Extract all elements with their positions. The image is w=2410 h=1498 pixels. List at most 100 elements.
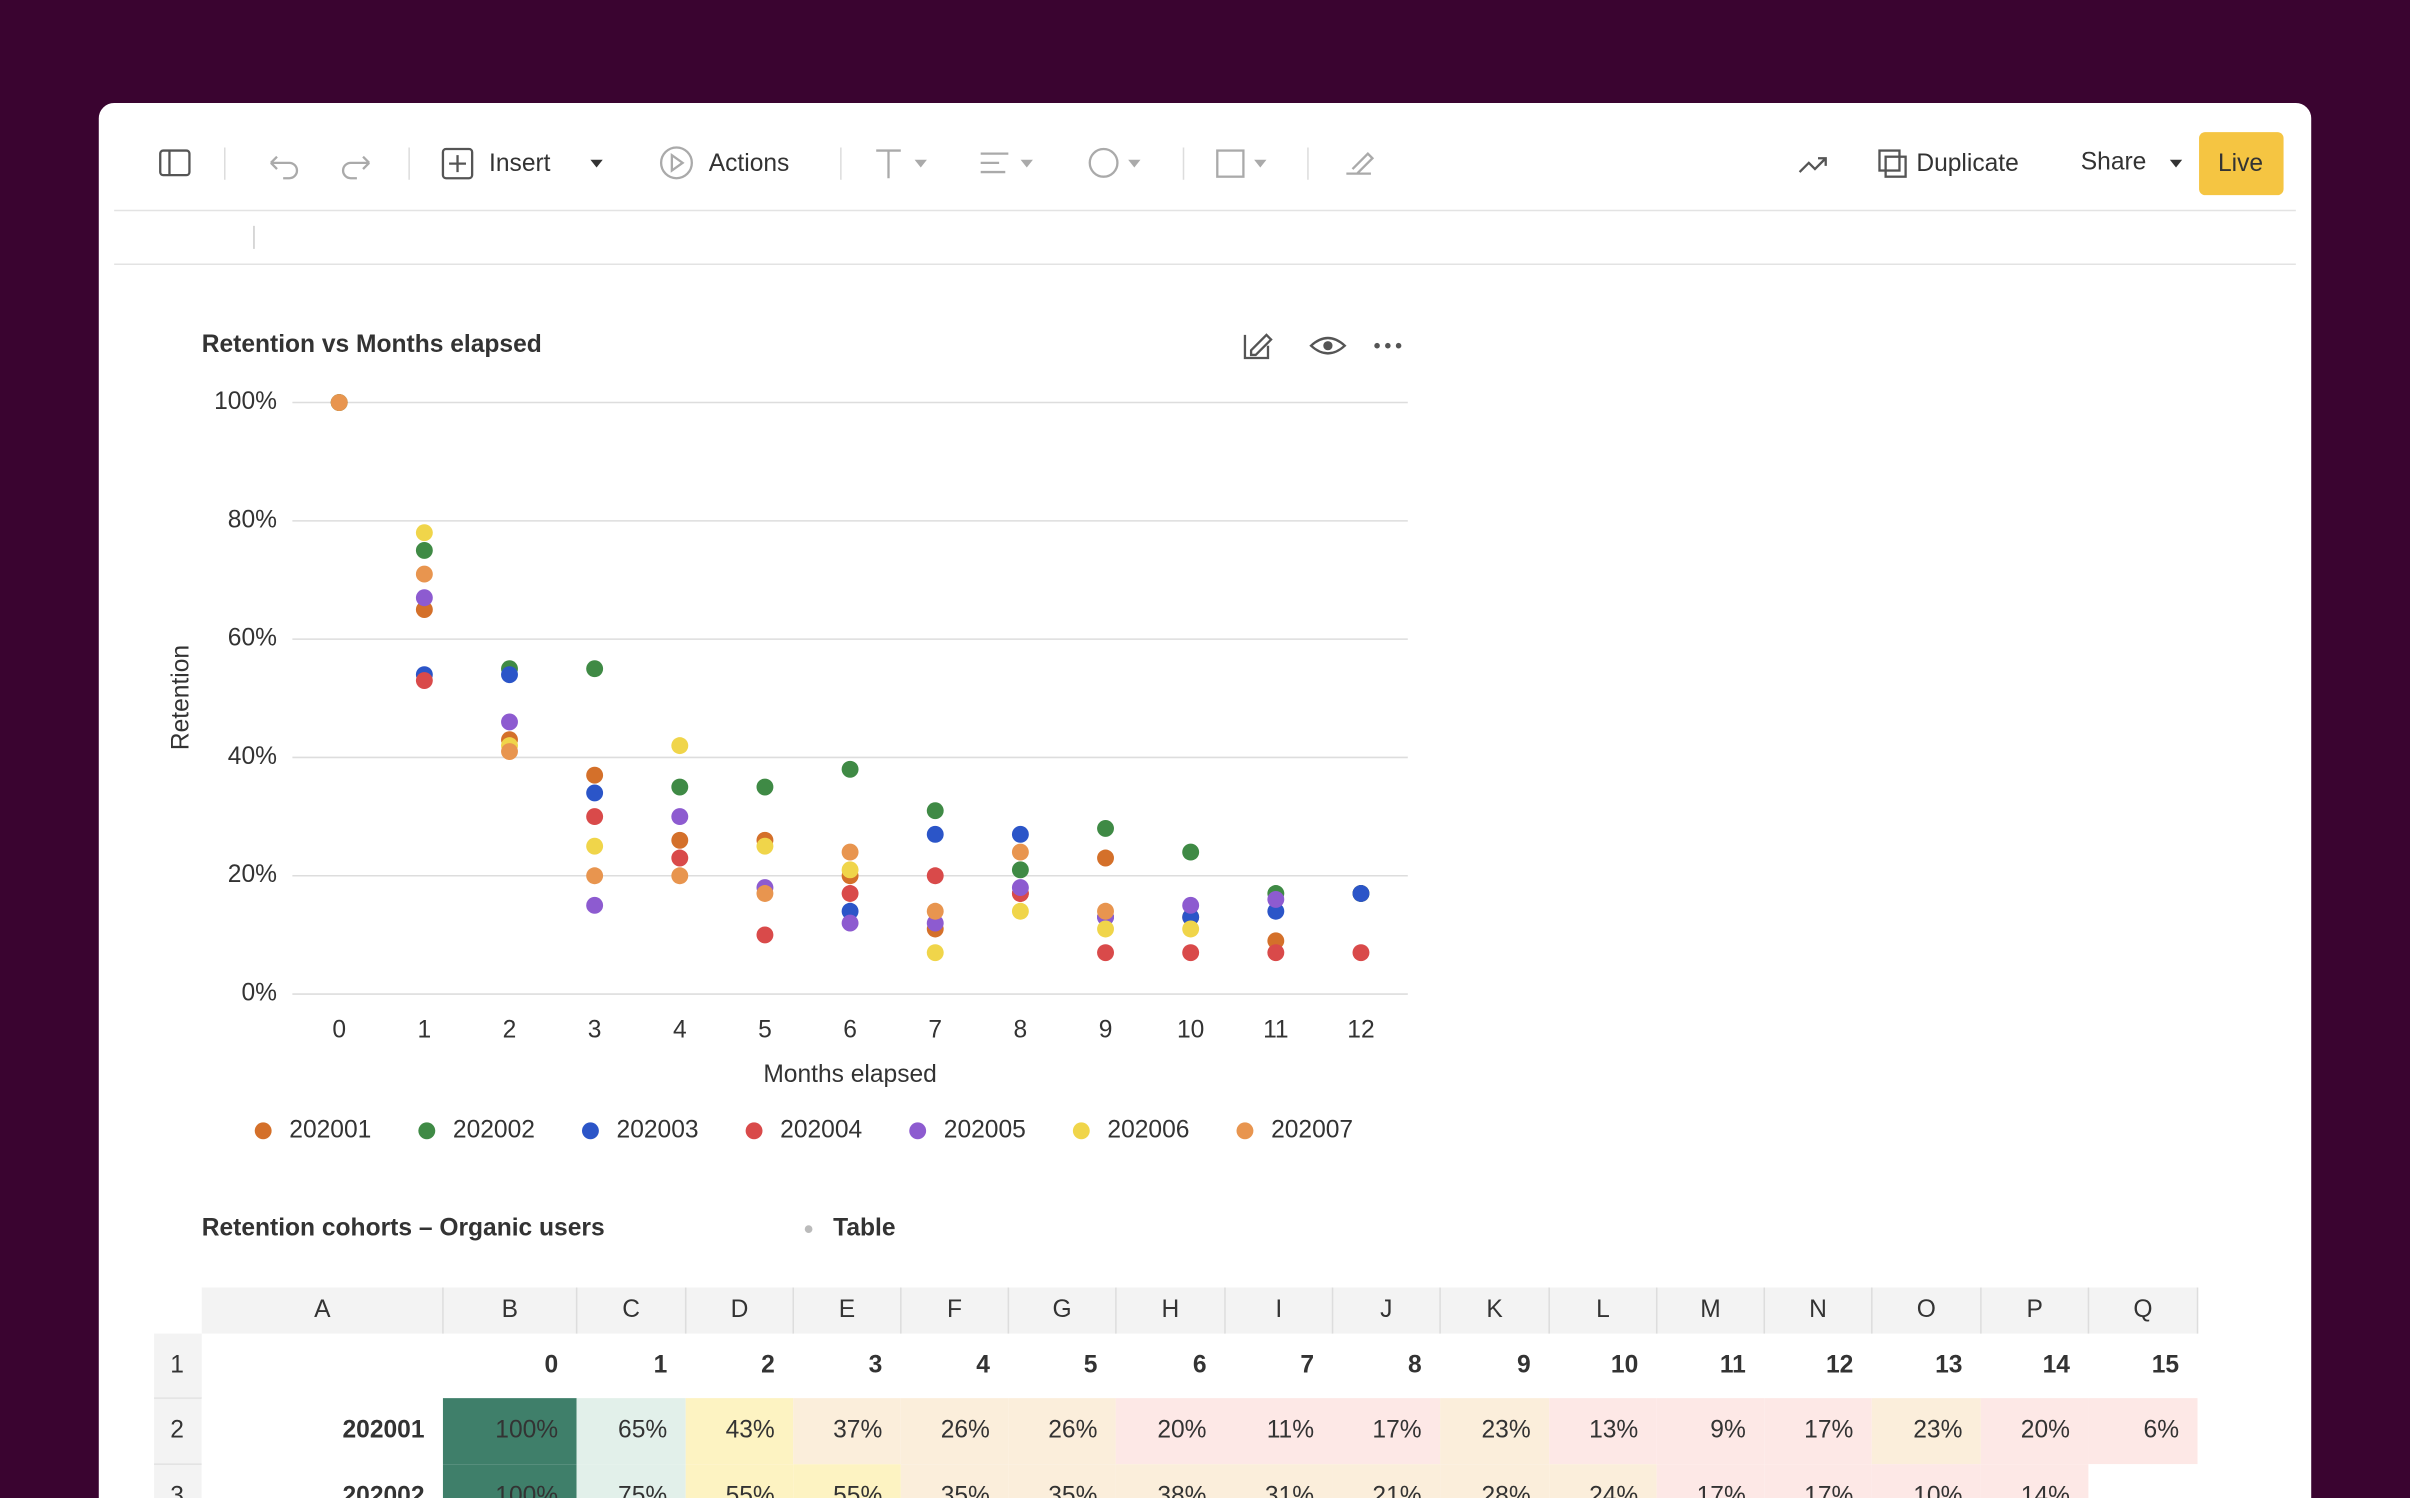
- scatter-point: [501, 666, 518, 684]
- scatter-point: [1267, 890, 1285, 908]
- scatter-point: [1011, 825, 1029, 843]
- scatter-point: [1011, 843, 1029, 861]
- column-header: L: [1596, 1296, 1610, 1323]
- cell: 55%: [726, 1483, 775, 1498]
- x-tick-label: 11: [1263, 1016, 1289, 1043]
- palette-icon[interactable]: [1088, 147, 1119, 178]
- cell: 26%: [941, 1417, 990, 1444]
- cell: 38%: [1157, 1483, 1206, 1498]
- y-tick-label: 20%: [228, 861, 277, 888]
- table: A B C D E F G H I J K L M N O P Q1 0 1 2 3 4 5 6 7 8 9 10 11 12 13 14 15…: [154, 1287, 2199, 1498]
- x-tick-label: 3: [588, 1016, 602, 1043]
- cell-bg: [1332, 1464, 1441, 1498]
- cell: 17%: [1372, 1417, 1421, 1444]
- cell-bg: [1008, 1464, 1116, 1498]
- cell-bg: [1115, 1398, 1225, 1465]
- cell-bg: [442, 1398, 577, 1465]
- table-title: Retention cohorts – Organic users: [202, 1215, 605, 1242]
- actions-button[interactable]: Actions: [709, 150, 790, 177]
- cell: 55%: [833, 1483, 882, 1498]
- cell: 43%: [726, 1417, 775, 1444]
- scatter-point: [586, 867, 604, 885]
- header-cell: 6: [1193, 1351, 1207, 1378]
- cell-bg: [1871, 1398, 1981, 1465]
- header-cell: 7: [1300, 1351, 1314, 1378]
- cell: 14%: [2021, 1483, 2070, 1498]
- scatter-point: [756, 885, 774, 902]
- live-button[interactable]: Live: [2218, 150, 2263, 177]
- column-header: C: [622, 1296, 640, 1323]
- align-icon[interactable]: [980, 152, 1009, 174]
- legend-label: 202007: [1271, 1116, 1353, 1143]
- scatter-point: [1011, 902, 1029, 920]
- scatter-point: [841, 885, 859, 902]
- x-tick-label: 5: [758, 1016, 772, 1043]
- y-tick-label: 80%: [228, 506, 277, 533]
- header-cell: 2: [761, 1351, 775, 1378]
- column-header: E: [839, 1296, 855, 1323]
- column-header: Q: [2133, 1296, 2152, 1323]
- legend-marker: [254, 1122, 272, 1140]
- legend-label: 202004: [780, 1116, 862, 1143]
- column-header: F: [947, 1296, 962, 1323]
- scatter-point: [1097, 902, 1114, 920]
- cell: 100%: [495, 1483, 558, 1498]
- duplicate-button[interactable]: Duplicate: [1916, 150, 2018, 177]
- scatter-point: [501, 743, 518, 760]
- share-button[interactable]: Share: [2081, 148, 2147, 175]
- cell: 23%: [1913, 1417, 1962, 1444]
- sidebar-icon[interactable]: [159, 149, 191, 177]
- cell: 35%: [1048, 1483, 1097, 1498]
- cell: 23%: [1482, 1417, 1531, 1444]
- eraser-icon[interactable]: [1346, 152, 1375, 175]
- view-icon[interactable]: [1309, 336, 1347, 355]
- x-tick-label: 7: [928, 1016, 942, 1043]
- insert-icon[interactable]: [441, 147, 474, 180]
- cell-bg: [576, 1464, 686, 1498]
- layout-icon[interactable]: [1216, 149, 1245, 178]
- scatter-point: [926, 902, 944, 920]
- edit-icon[interactable]: [1243, 333, 1273, 360]
- dropdown-caret: [1020, 159, 1033, 168]
- cell: 28%: [1482, 1483, 1531, 1498]
- scatter-point: [756, 926, 774, 944]
- x-tick-label: 2: [503, 1016, 517, 1043]
- legend-marker: [1236, 1122, 1254, 1140]
- y-tick-label: 0%: [241, 980, 277, 1007]
- scatter-point: [756, 837, 774, 855]
- header-cell: 202001: [342, 1417, 424, 1444]
- row-number: 2: [170, 1417, 184, 1444]
- scatter-point: [1011, 879, 1029, 897]
- undo-icon[interactable]: [270, 155, 299, 180]
- more-icon[interactable]: [1374, 342, 1402, 349]
- live-button-bg[interactable]: [2199, 132, 2284, 196]
- cell-bg: [685, 1398, 794, 1465]
- cell: 65%: [618, 1417, 667, 1444]
- row-number: 3: [170, 1483, 184, 1498]
- column-header: G: [1053, 1296, 1072, 1323]
- header-cell: 12: [1826, 1351, 1853, 1378]
- scatter-point: [415, 589, 433, 607]
- text-icon[interactable]: [876, 149, 901, 179]
- header-cell: 202002: [342, 1483, 424, 1498]
- cell-bg: [900, 1464, 1009, 1498]
- cell-bg: [442, 1464, 577, 1498]
- card: [98, 102, 2312, 1498]
- cell: 6%: [2144, 1417, 2180, 1444]
- cell: 31%: [1265, 1483, 1314, 1498]
- scatter-point: [1352, 885, 1370, 902]
- x-tick-label: 9: [1099, 1016, 1113, 1043]
- x-tick-label: 10: [1177, 1016, 1204, 1043]
- insert-button[interactable]: Insert: [489, 150, 551, 177]
- cell: 17%: [1697, 1483, 1746, 1498]
- cell: 75%: [618, 1483, 667, 1498]
- redo-icon[interactable]: [341, 155, 371, 180]
- scatter-point: [926, 867, 944, 885]
- cell-bg: [1224, 1398, 1333, 1465]
- header-cell: 8: [1408, 1351, 1422, 1378]
- scatter-point: [671, 808, 689, 826]
- dropdown-caret: [914, 159, 927, 168]
- cell: 9%: [1710, 1417, 1746, 1444]
- trend-icon[interactable]: [1798, 157, 1827, 173]
